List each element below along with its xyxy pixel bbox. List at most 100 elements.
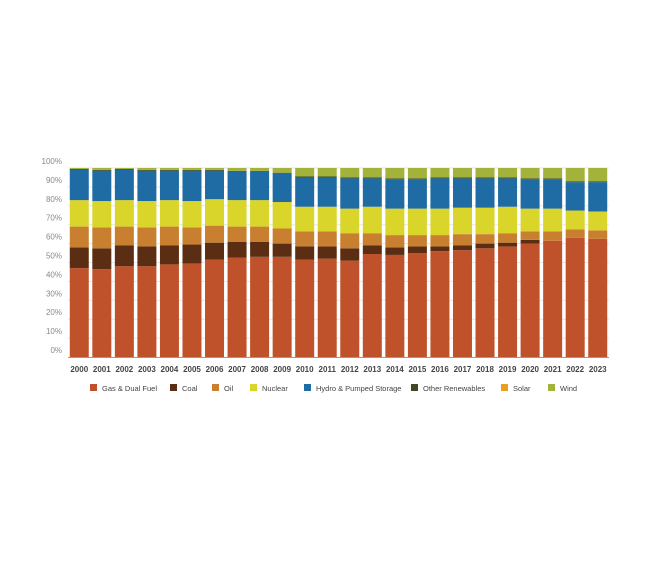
y-tick-label: 50% xyxy=(46,252,62,261)
bar-segment xyxy=(69,200,89,227)
bar-segment xyxy=(317,231,337,247)
bar-segment xyxy=(182,201,202,228)
bar-segment xyxy=(69,247,89,269)
legend-label: Hydro & Pumped Storage xyxy=(316,384,401,393)
bar-segment xyxy=(159,169,179,171)
bar-segment xyxy=(475,177,495,179)
bar-segment xyxy=(114,168,134,170)
bar-segment xyxy=(407,178,427,180)
bar-segment xyxy=(227,241,247,258)
bar-segment xyxy=(385,179,405,209)
bar-segment xyxy=(272,172,292,174)
x-tick-label: 2002 xyxy=(115,365,133,374)
bar-segment xyxy=(588,230,608,239)
bar-segment xyxy=(137,266,157,357)
bar-segment xyxy=(137,170,157,202)
bar-segment xyxy=(565,182,585,211)
y-tick-label: 30% xyxy=(46,289,62,298)
bar-segment xyxy=(565,168,585,182)
x-tick-label: 2000 xyxy=(70,365,88,374)
bar-segment xyxy=(114,266,134,357)
bar-segment xyxy=(565,229,585,238)
bar-segment xyxy=(114,226,134,246)
bar-segment xyxy=(69,168,89,170)
bar-segment xyxy=(182,168,202,170)
legend-label: Nuclear xyxy=(262,384,288,393)
x-tick-label: 2007 xyxy=(228,365,246,374)
bar-segment xyxy=(588,182,608,212)
y-tick-label: 40% xyxy=(46,270,62,279)
x-tick-label: 2012 xyxy=(341,365,359,374)
bar-segment xyxy=(498,246,518,357)
bar-segment xyxy=(498,206,518,234)
bar-segment xyxy=(362,206,382,234)
legend-item: Oil xyxy=(212,384,234,393)
bar-segment xyxy=(520,239,540,244)
bar-segment xyxy=(114,245,134,267)
bar-segment xyxy=(182,263,202,357)
bar-segment xyxy=(137,201,157,228)
bar-segment xyxy=(543,179,563,209)
bar-segment xyxy=(340,178,360,209)
bar-segment xyxy=(317,176,337,178)
bar-segment xyxy=(498,168,518,178)
bar-segment xyxy=(543,178,563,180)
bar-segment xyxy=(272,256,292,357)
legend-label: Other Renewables xyxy=(423,384,485,393)
bar-segment xyxy=(475,234,495,244)
bar-segment xyxy=(250,241,270,257)
legend-label: Gas & Dual Fuel xyxy=(102,384,157,393)
bar-segment xyxy=(588,168,608,182)
x-tick-label: 2021 xyxy=(544,365,562,374)
legend: Gas & Dual Fuel Coal Oil Nuclear Hydro & Pum… xyxy=(90,384,577,393)
bar-segment xyxy=(362,253,382,357)
bar-segment xyxy=(92,201,112,228)
bar-segment xyxy=(227,170,247,172)
bar-segment xyxy=(182,169,202,171)
x-tick-label: 2001 xyxy=(93,365,111,374)
bar-segment xyxy=(295,246,315,260)
bar-segment xyxy=(452,250,472,357)
bar-segment xyxy=(295,231,315,247)
bar-segment xyxy=(543,240,563,357)
bar-segment xyxy=(430,246,450,252)
y-tick-label: 60% xyxy=(46,233,62,242)
bar-segment xyxy=(250,226,270,242)
bar-segment xyxy=(114,168,134,169)
bar-segment xyxy=(543,208,563,232)
bar-segment xyxy=(114,169,134,201)
bar-segment xyxy=(565,237,585,357)
bar-segment xyxy=(272,173,292,203)
x-tick-label: 2017 xyxy=(454,365,472,374)
bar-segment xyxy=(69,268,89,357)
bar-segment xyxy=(92,169,112,171)
bar-segment xyxy=(205,169,225,171)
bar-segment xyxy=(452,178,472,208)
bar-segment xyxy=(520,179,540,209)
bar-segment xyxy=(205,168,225,170)
bar-segment xyxy=(520,231,540,240)
x-tick-label: 2010 xyxy=(296,365,314,374)
bar-segment xyxy=(520,178,540,180)
bar-segment xyxy=(295,206,315,232)
bar-segment xyxy=(69,169,89,201)
bar-segment xyxy=(385,247,405,255)
legend-item: Gas & Dual Fuel xyxy=(90,384,157,393)
bar-segment xyxy=(272,243,292,257)
legend-swatch xyxy=(250,384,257,391)
bar-segment xyxy=(340,260,360,357)
bar-segment xyxy=(159,264,179,357)
bar-segment xyxy=(475,243,495,249)
bar-segment xyxy=(272,228,292,244)
bar-segment xyxy=(92,248,112,270)
bars xyxy=(69,168,608,357)
bar-segment xyxy=(385,168,405,179)
bar-segment xyxy=(452,168,472,178)
y-tick-label: 90% xyxy=(46,176,62,185)
legend-item: Solar xyxy=(501,384,531,393)
bar-segment xyxy=(295,177,315,207)
legend-label: Coal xyxy=(182,384,198,393)
gridlines xyxy=(68,167,609,339)
x-tick-label: 2023 xyxy=(589,365,607,374)
